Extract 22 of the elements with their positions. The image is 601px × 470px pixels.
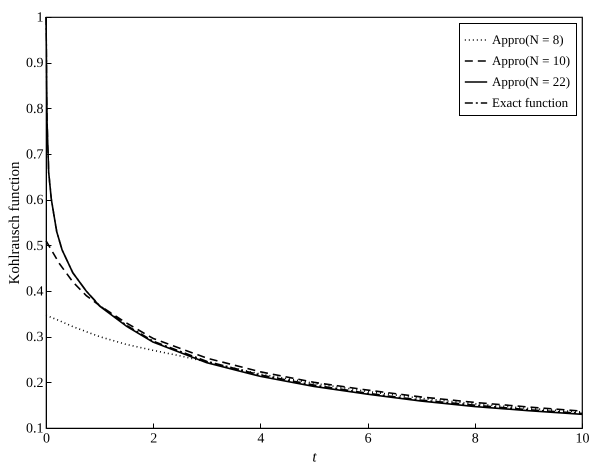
- x-tick-label: 4: [257, 432, 264, 446]
- legend-label: Exact function: [492, 95, 569, 110]
- y-tick-label: 1: [36, 10, 44, 26]
- legend-label: Appro(N = 10): [492, 53, 570, 68]
- x-tick-label: 2: [150, 432, 158, 446]
- y-tick-label: 0.5: [26, 238, 44, 254]
- y-axis-title: Kohlrausch function: [7, 161, 23, 284]
- legend-label: Appro(N = 22): [492, 74, 570, 89]
- y-tick-label: 0.6: [26, 193, 44, 208]
- x-tick-label: 0: [43, 432, 50, 446]
- y-tick-label: 0.4: [26, 284, 44, 300]
- x-tick-label: 10: [576, 432, 590, 446]
- legend-label: Appro(N = 8): [492, 32, 564, 47]
- x-tick-label: 6: [364, 432, 372, 446]
- x-tick-label: 8: [472, 432, 479, 446]
- y-tick-label: 0.2: [26, 376, 44, 391]
- y-tick-label: 0.3: [26, 330, 44, 346]
- x-axis-title: t: [312, 450, 318, 466]
- y-tick-label: 0.7: [26, 148, 44, 162]
- y-tick-label: 0.1: [26, 422, 44, 436]
- y-tick-label: 0.9: [26, 56, 44, 72]
- y-tick-label: 0.8: [26, 102, 44, 117]
